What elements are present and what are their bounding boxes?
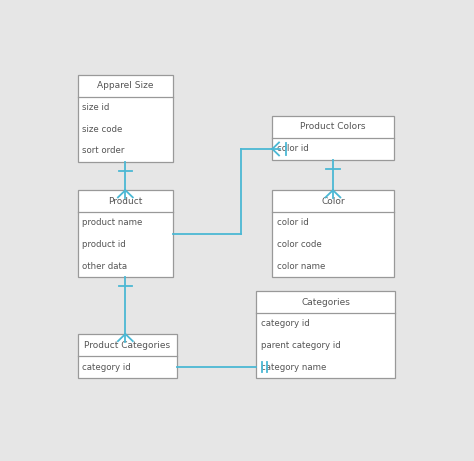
FancyBboxPatch shape [256,291,395,378]
Text: color name: color name [277,262,326,271]
Text: parent category id: parent category id [261,341,340,350]
Text: category id: category id [82,363,131,372]
FancyBboxPatch shape [78,334,177,378]
Text: Apparel Size: Apparel Size [97,81,154,90]
Text: other data: other data [82,262,128,271]
Text: product name: product name [82,219,143,227]
Text: Product Colors: Product Colors [300,122,365,131]
Text: sort order: sort order [82,147,125,155]
Text: Product: Product [108,196,143,206]
FancyBboxPatch shape [78,75,173,162]
Text: category id: category id [261,319,310,329]
Text: category name: category name [261,363,326,372]
Text: color id: color id [277,144,309,154]
Text: Color: Color [321,196,345,206]
Text: size id: size id [82,103,110,112]
FancyBboxPatch shape [272,116,393,160]
Text: size code: size code [82,124,123,134]
FancyBboxPatch shape [78,190,173,277]
FancyBboxPatch shape [272,190,393,277]
Text: Categories: Categories [301,298,350,307]
Text: color id: color id [277,219,309,227]
Text: color code: color code [277,240,322,249]
Text: product id: product id [82,240,126,249]
Text: Product Categories: Product Categories [84,341,170,349]
